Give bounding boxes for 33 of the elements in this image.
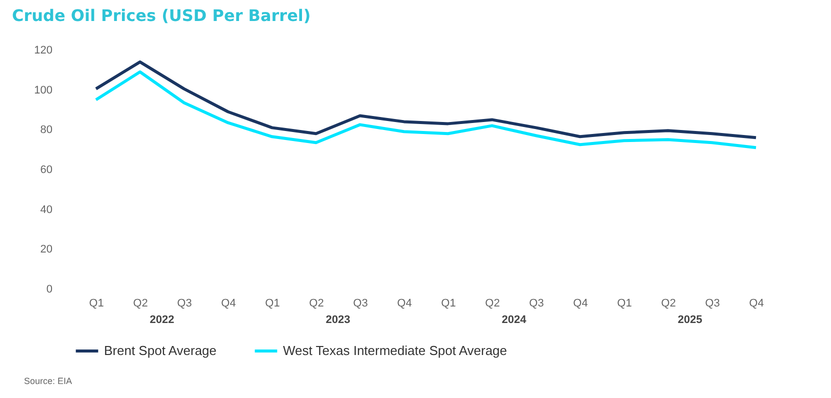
x-tick-label: Q4: [573, 298, 588, 310]
chart-title: Crude Oil Prices (USD Per Barrel): [12, 6, 311, 25]
x-tick-label: Q1: [441, 298, 456, 310]
legend-label: Brent Spot Average: [104, 343, 217, 358]
y-tick-label: 100: [34, 84, 52, 96]
x-tick-label: Q2: [133, 298, 148, 310]
y-tick-label: 20: [40, 244, 52, 256]
x-tick-label: Q1: [617, 298, 632, 310]
x-tick-label: Q3: [705, 298, 720, 310]
source-note: Source: EIA: [24, 376, 72, 386]
text: 2024: [502, 314, 528, 326]
y-tick-label: 60: [40, 164, 52, 176]
text: 2022: [150, 314, 174, 326]
y-tick-label: 40: [40, 204, 52, 216]
text: 2025: [678, 314, 702, 326]
x-tick-label: Q2: [309, 298, 324, 310]
x-tick-label: Q4: [749, 298, 764, 310]
legend-label: West Texas Intermediate Spot Average: [283, 343, 508, 358]
x-tick-label: Q1: [265, 298, 280, 310]
x-tick-label: Q4: [221, 298, 236, 310]
x-tick-label: Q1: [89, 298, 104, 310]
x-tick-label: Q3: [353, 298, 368, 310]
y-tick-label: 120: [34, 44, 52, 56]
x-tick-label: Q3: [529, 298, 544, 310]
line-series: [94, 70, 758, 150]
y-tick-label: 80: [40, 124, 52, 136]
text: 2023: [326, 314, 350, 326]
x-tick-label: Q2: [485, 298, 500, 310]
y-tick-label: 0: [46, 284, 52, 296]
x-tick-label: Q3: [177, 298, 192, 310]
x-tick-label: Q4: [397, 298, 412, 310]
x-tick-label: Q2: [661, 298, 676, 310]
line-series: [94, 60, 758, 140]
